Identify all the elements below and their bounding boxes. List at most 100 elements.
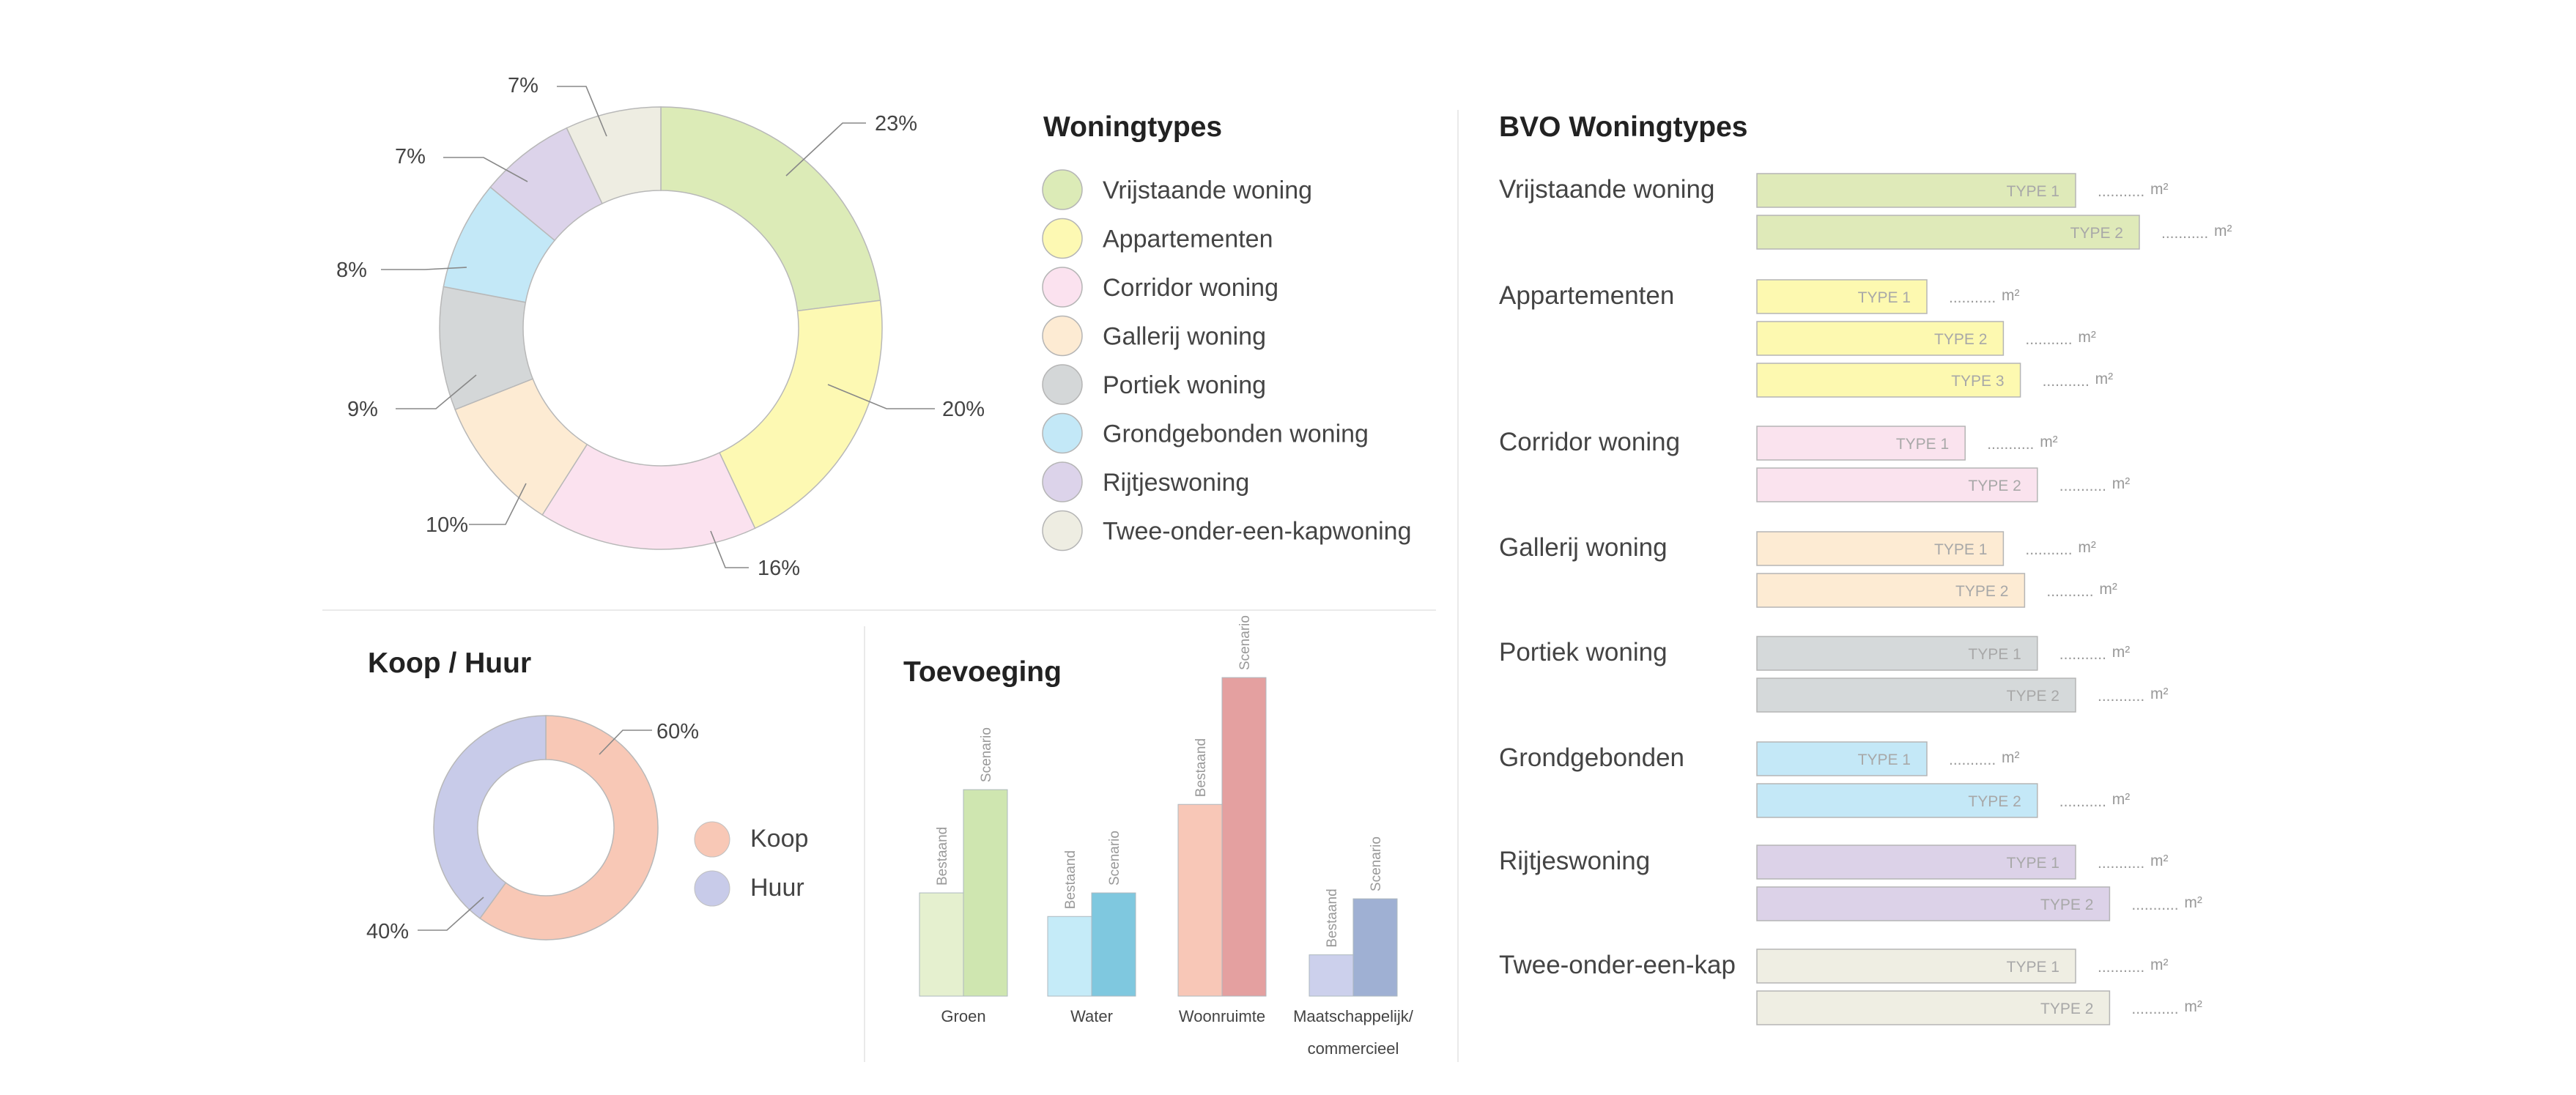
legend-label-huur: Huur bbox=[750, 874, 804, 902]
legend-swatch-gallerij-woning bbox=[1042, 315, 1083, 357]
bvo-group-label-rijtjeswoning: Rijtjeswoning bbox=[1499, 847, 1650, 875]
bvo-unit-label: m² bbox=[2112, 475, 2131, 492]
bvo-group-label-corridor-woning: Corridor woning bbox=[1499, 428, 1680, 456]
woningtypes-title: Woningtypes bbox=[1043, 111, 1222, 143]
legend-label-twee-onder-een-kapwoning: Twee-onder-een-kapwoning bbox=[1103, 518, 1411, 546]
leader-line bbox=[381, 267, 467, 270]
series-label-scenario: Scenario bbox=[1107, 831, 1122, 886]
bvo-group-label-portiek-woning: Portiek woning bbox=[1499, 638, 1668, 667]
bvo-unit-label: m² bbox=[2112, 791, 2131, 808]
donut-slice-huur bbox=[433, 715, 547, 919]
bvo-value-placeholder: ........... bbox=[2098, 183, 2144, 200]
bvo-group-label-appartementen: Appartementen bbox=[1499, 281, 1674, 310]
legend-label-grondgebonden-woning: Grondgebonden woning bbox=[1103, 420, 1369, 448]
x-tick-label-water: Water bbox=[1070, 1007, 1113, 1025]
bvo-group-label-vrijstaande-woning: Vrijstaande woning bbox=[1499, 175, 1714, 204]
bvo-type-label: TYPE 2 bbox=[1968, 793, 2021, 810]
bvo-type-label: TYPE 1 bbox=[1858, 289, 1911, 306]
leader-line bbox=[469, 483, 527, 525]
bvo-group-label-gallerij-woning: Gallerij woning bbox=[1499, 533, 1668, 562]
percent-label-grondgebonden-woning: 8% bbox=[336, 259, 367, 282]
bvo-bar-vrijstaande-woning-type-2 bbox=[1756, 215, 2140, 250]
bvo-unit-label: m² bbox=[2095, 371, 2114, 387]
woningtypes-donut-chart bbox=[439, 106, 883, 550]
bar-groen-scenario bbox=[963, 789, 1008, 997]
bvo-bar-portiek-woning-type-2 bbox=[1756, 678, 2076, 713]
bvo-type-label: TYPE 1 bbox=[1896, 436, 1949, 453]
bvo-bar-appartementen-type-1 bbox=[1756, 279, 1928, 314]
bvo-type-label: TYPE 1 bbox=[1858, 751, 1911, 768]
bvo-type-label: TYPE 2 bbox=[1968, 478, 2021, 494]
donut-slice-twee-onder-een-kapwoning bbox=[566, 106, 662, 204]
bvo-unit-label: m² bbox=[2040, 434, 2058, 450]
bvo-unit-label: m² bbox=[2150, 686, 2169, 702]
legend-swatch-huur bbox=[694, 870, 730, 907]
percent-label-portiek-woning: 9% bbox=[347, 398, 378, 421]
woningtypes-legend: Vrijstaande woning Appartementen Corridor … bbox=[1042, 169, 1411, 552]
bvo-type-label: TYPE 2 bbox=[2007, 688, 2059, 705]
legend-label-gallerij-woning: Gallerij woning bbox=[1103, 323, 1266, 351]
bvo-unit-label: m² bbox=[2002, 287, 2020, 304]
bvo-unit-label: m² bbox=[2078, 329, 2096, 346]
koop-huur-title: Koop / Huur bbox=[368, 647, 531, 679]
bvo-value-placeholder: ........... bbox=[2098, 959, 2144, 976]
bvo-value-placeholder: ........... bbox=[1987, 436, 2034, 453]
bvo-type-label: TYPE 1 bbox=[1934, 541, 1987, 558]
bvo-type-label: TYPE 1 bbox=[2007, 183, 2059, 200]
legend-swatch-twee-onder-een-kapwoning bbox=[1042, 510, 1083, 552]
bvo-value-placeholder: ........... bbox=[2043, 373, 2090, 390]
percent-label-appartementen: 20% bbox=[942, 398, 985, 421]
bvo-type-label: TYPE 1 bbox=[2007, 855, 2059, 872]
woningtypes-percent-labels: 23% 20% 16% 10% 9% 8% 7% 7% bbox=[336, 74, 985, 580]
legend-swatch-appartementen bbox=[1042, 218, 1083, 259]
bar-woonruimte-bestaand bbox=[1177, 803, 1223, 997]
bar-maatschappelijk-commercieel-scenario bbox=[1352, 898, 1398, 997]
leader-line bbox=[785, 122, 866, 177]
percent-label-koop: 60% bbox=[656, 720, 699, 743]
bvo-bar-chart: Vrijstaande woning TYPE 1........... m² TYP… bbox=[1499, 173, 2232, 1025]
bvo-group-label-grondgebonden: Grondgebonden bbox=[1499, 743, 1684, 772]
percent-label-twee-onder-een-kapwoning: 7% bbox=[508, 74, 538, 97]
legend-label-portiek-woning: Portiek woning bbox=[1103, 371, 1266, 399]
toevoeging-title: Toevoeging bbox=[903, 656, 1062, 688]
legend-swatch-koop bbox=[694, 821, 730, 858]
series-label-scenario: Scenario bbox=[1237, 615, 1253, 670]
bar-maatschappelijk-commercieel-bestaand bbox=[1309, 954, 1354, 997]
bvo-value-placeholder: ........... bbox=[1949, 751, 1996, 768]
bvo-type-label: TYPE 3 bbox=[1951, 373, 2004, 390]
bvo-bar-grondgebonden-type-1 bbox=[1756, 741, 1928, 776]
series-label-bestaand: Bestaand bbox=[935, 827, 950, 886]
bvo-value-placeholder: ........... bbox=[2098, 688, 2144, 705]
bvo-type-label: TYPE 2 bbox=[1934, 331, 1987, 348]
series-label-scenario: Scenario bbox=[1369, 836, 1384, 891]
bar-water-scenario bbox=[1091, 892, 1136, 997]
bvo-unit-label: m² bbox=[2150, 181, 2169, 198]
legend-swatch-portiek-woning bbox=[1042, 364, 1083, 405]
leader-line bbox=[557, 86, 607, 137]
bvo-value-placeholder: ........... bbox=[2131, 1001, 2178, 1017]
bvo-type-label: TYPE 1 bbox=[2007, 959, 2059, 976]
bvo-unit-label: m² bbox=[2184, 894, 2202, 911]
bvo-value-placeholder: ........... bbox=[2098, 855, 2144, 872]
bvo-unit-label: m² bbox=[2002, 749, 2020, 766]
leader-line bbox=[396, 374, 477, 409]
bvo-value-placeholder: ........... bbox=[1949, 289, 1996, 306]
bvo-type-label: TYPE 2 bbox=[1955, 583, 2008, 600]
bvo-bar-corridor-woning-type-2 bbox=[1756, 467, 2038, 502]
leader-line bbox=[827, 384, 935, 409]
bvo-unit-label: m² bbox=[2150, 957, 2169, 973]
bvo-bar-appartementen-type-2 bbox=[1756, 321, 2005, 356]
toevoeging-bar-chart: Bestaand Scenario Groen Bestaand Scenario Wat… bbox=[919, 615, 1414, 1058]
series-label-scenario: Scenario bbox=[979, 727, 994, 782]
bvo-type-label: TYPE 2 bbox=[2070, 225, 2123, 242]
x-tick-label-woonruimte: Woonruimte bbox=[1179, 1007, 1265, 1025]
x-tick-label-groen: Groen bbox=[941, 1007, 985, 1025]
bvo-bar-gallerij-woning-type-1 bbox=[1756, 531, 2005, 566]
koop-huur-legend: Koop Huur bbox=[694, 821, 808, 907]
bvo-type-label: TYPE 2 bbox=[2040, 1001, 2093, 1017]
bvo-value-placeholder: ........... bbox=[2131, 897, 2178, 913]
series-label-bestaand: Bestaand bbox=[1325, 888, 1340, 947]
koop-huur-donut-chart bbox=[433, 715, 659, 940]
legend-swatch-grondgebonden-woning bbox=[1042, 412, 1083, 454]
